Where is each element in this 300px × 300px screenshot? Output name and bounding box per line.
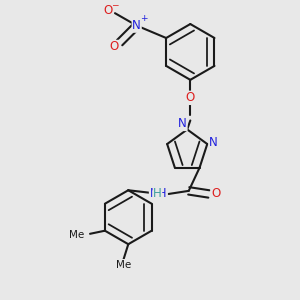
- Text: O: O: [211, 188, 220, 200]
- Text: Me: Me: [116, 260, 131, 270]
- Text: O: O: [110, 40, 119, 53]
- Text: NH: NH: [149, 187, 167, 200]
- Text: N: N: [209, 136, 218, 149]
- Text: H: H: [153, 187, 162, 200]
- Text: N: N: [178, 117, 187, 130]
- Text: O: O: [103, 4, 113, 17]
- Text: O: O: [186, 91, 195, 104]
- Text: +: +: [140, 14, 148, 23]
- Text: N: N: [132, 19, 141, 32]
- Text: Me: Me: [69, 230, 85, 240]
- Text: −: −: [111, 1, 119, 10]
